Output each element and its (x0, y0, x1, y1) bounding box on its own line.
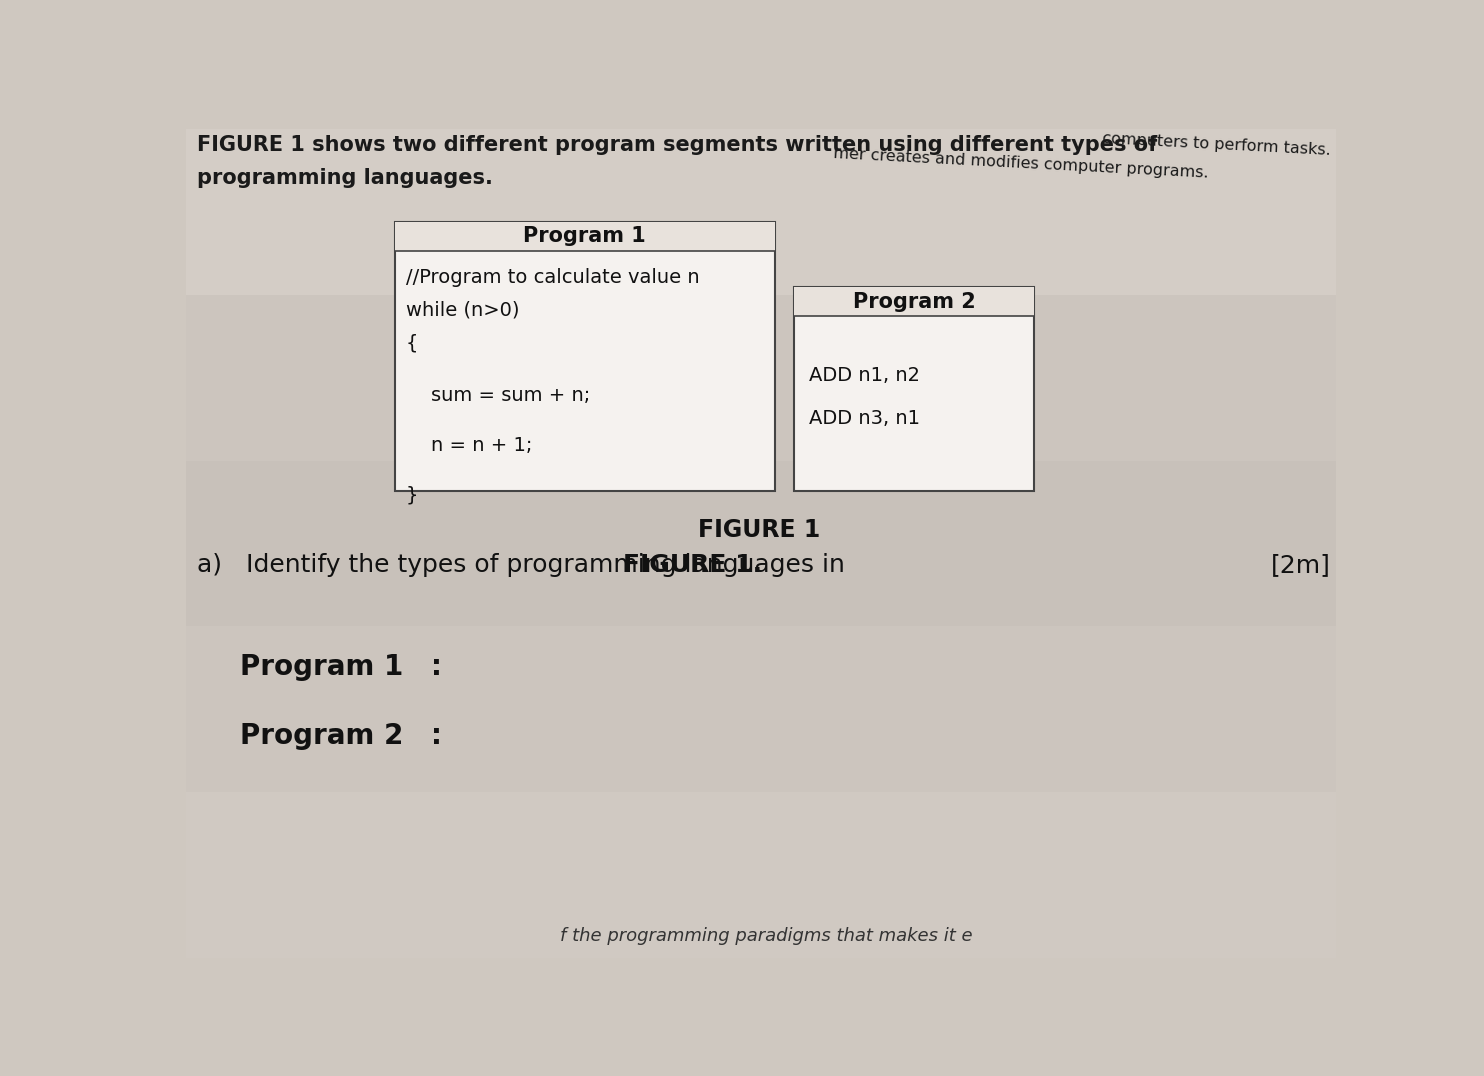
Text: f the programming paradigms that makes it e: f the programming paradigms that makes i… (561, 928, 974, 946)
Text: programming languages.: programming languages. (197, 168, 493, 187)
Text: FIGURE 1.: FIGURE 1. (623, 553, 761, 577)
Text: }: } (405, 485, 418, 505)
Text: //Program to calculate value n: //Program to calculate value n (405, 268, 699, 286)
Bar (794, 287, 1034, 491)
Text: while (n>0): while (n>0) (405, 301, 519, 320)
Bar (794, 287, 1034, 316)
Text: computers to perform tasks.: computers to perform tasks. (1101, 130, 1331, 157)
Bar (395, 222, 775, 491)
Text: mer creates and modifies computer programs.: mer creates and modifies computer progra… (833, 146, 1208, 181)
Text: ADD n1, n2: ADD n1, n2 (809, 366, 920, 385)
Bar (186, 461, 1336, 626)
Bar (186, 295, 1336, 461)
Bar (186, 129, 1336, 295)
Bar (186, 626, 1336, 792)
Bar (395, 222, 775, 251)
Text: :: : (402, 653, 442, 681)
Text: [2m]: [2m] (1272, 553, 1331, 577)
Text: ADD n3, n1: ADD n3, n1 (809, 409, 920, 427)
Text: :: : (402, 722, 442, 750)
Bar (186, 792, 1336, 958)
Text: FIGURE 1 shows two different program segments written using different types of: FIGURE 1 shows two different program seg… (197, 136, 1158, 155)
Text: Program 2: Program 2 (240, 722, 404, 750)
Text: Program 1: Program 1 (240, 653, 404, 681)
Text: Program 1: Program 1 (524, 226, 646, 246)
Text: sum = sum + n;: sum = sum + n; (405, 385, 589, 405)
Text: Program 2: Program 2 (853, 292, 975, 312)
Text: {: { (405, 334, 418, 353)
Text: n = n + 1;: n = n + 1; (405, 436, 531, 454)
Text: a)   Identify the types of programming languages in: a) Identify the types of programming lan… (197, 553, 853, 577)
Text: FIGURE 1: FIGURE 1 (697, 518, 821, 542)
